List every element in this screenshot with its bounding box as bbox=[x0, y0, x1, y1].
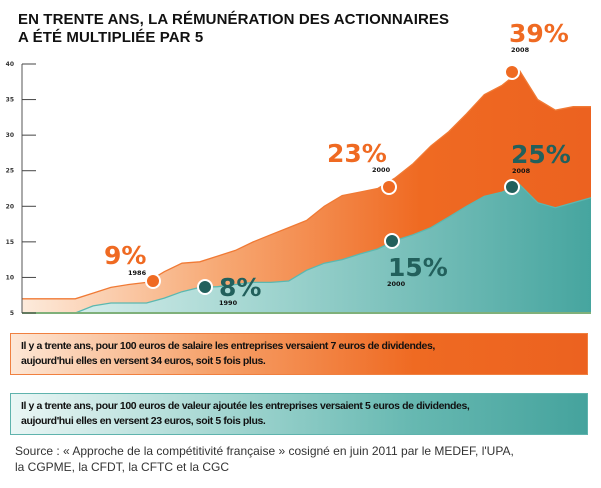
y-tick-label: 20 bbox=[6, 203, 14, 210]
annotation-dot bbox=[145, 273, 161, 289]
chart-title: EN TRENTE ANS, LA RÉMUNÉRATION DES ACTIO… bbox=[18, 11, 449, 47]
annotation-percent: 39% bbox=[509, 19, 569, 48]
annotation-percent: 8% bbox=[219, 273, 261, 302]
series-area-1 bbox=[22, 184, 591, 313]
source-line-2: la CGPME, la CFDT, la CFTC et la CGC bbox=[15, 460, 230, 474]
y-tick-label: 25 bbox=[6, 168, 14, 175]
annotation-year: 2008 bbox=[511, 46, 530, 54]
y-tick-label: 40 bbox=[6, 61, 14, 68]
orange-summary-box: Il y a trente ans, pour 100 euros de sal… bbox=[10, 333, 588, 375]
teal-summary-box: Il y a trente ans, pour 100 euros de val… bbox=[10, 393, 588, 435]
title-line-2: A ÉTÉ MULTIPLIÉE PAR 5 bbox=[18, 29, 204, 46]
y-tick-label: 15 bbox=[6, 239, 14, 246]
annotation-dot bbox=[504, 64, 520, 80]
orange-box-line-2: aujourd'hui elles en versent 34 euros, s… bbox=[21, 355, 266, 367]
annotation-year: 2000 bbox=[387, 280, 406, 288]
y-tick-label: 30 bbox=[6, 132, 14, 139]
annotation-year: 2000 bbox=[372, 166, 391, 174]
annotation-year: 2008 bbox=[512, 167, 531, 175]
y-tick-label: 35 bbox=[6, 97, 14, 104]
source-note: Source : « Approche de la compétitivité … bbox=[10, 443, 590, 475]
source-line-1: Source : « Approche de la compétitivité … bbox=[15, 444, 514, 458]
annotation-percent: 9% bbox=[104, 241, 146, 270]
title-line-1: EN TRENTE ANS, LA RÉMUNÉRATION DES ACTIO… bbox=[18, 11, 450, 28]
series-line-0 bbox=[22, 70, 591, 300]
y-tick-label: 10 bbox=[6, 274, 14, 281]
annotation-percent: 15% bbox=[388, 253, 448, 282]
annotation-dot bbox=[197, 279, 213, 295]
annotation-year: 1990 bbox=[219, 299, 238, 307]
y-tick-label: 5 bbox=[10, 310, 14, 317]
annotation-dot bbox=[504, 179, 520, 195]
annotation-percent: 23% bbox=[327, 139, 387, 168]
orange-box-line-1: Il y a trente ans, pour 100 euros de sal… bbox=[21, 340, 435, 352]
teal-box-line-2: aujourd'hui elles en versent 23 euros, s… bbox=[21, 415, 266, 427]
teal-box-line-1: Il y a trente ans, pour 100 euros de val… bbox=[21, 400, 470, 412]
annotation-dot bbox=[381, 179, 397, 195]
series-line-1 bbox=[22, 184, 592, 314]
annotation-percent: 25% bbox=[511, 140, 571, 169]
notes-section: Il y a trente ans, pour 100 euros de sal… bbox=[10, 333, 590, 475]
annotation-dot bbox=[384, 233, 400, 249]
annotation-year: 1986 bbox=[128, 269, 147, 277]
